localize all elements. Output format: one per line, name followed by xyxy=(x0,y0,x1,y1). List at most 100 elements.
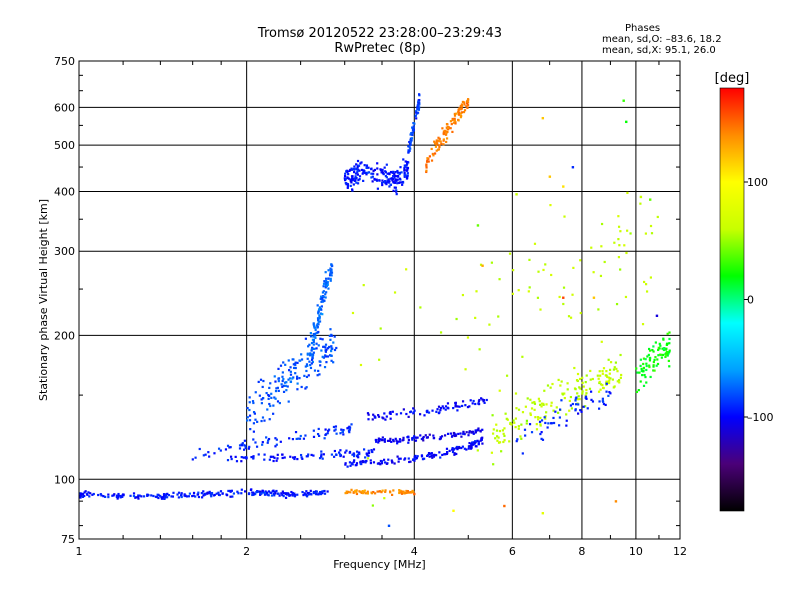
data-point xyxy=(142,495,146,498)
data-point xyxy=(559,384,562,387)
data-point xyxy=(322,285,325,288)
data-point xyxy=(268,402,271,406)
data-point xyxy=(273,456,276,459)
data-point xyxy=(517,408,521,411)
data-point xyxy=(309,332,312,335)
data-point xyxy=(646,355,649,358)
data-point xyxy=(479,430,482,433)
data-point xyxy=(350,178,353,181)
data-point xyxy=(379,463,382,466)
data-point xyxy=(645,381,648,384)
data-point xyxy=(324,271,327,274)
data-point xyxy=(297,437,300,440)
data-point xyxy=(460,103,464,106)
y-tick-label: 75 xyxy=(61,533,75,546)
data-point xyxy=(350,423,353,426)
data-point xyxy=(409,490,412,494)
data-point xyxy=(356,173,360,176)
data-point xyxy=(313,334,316,337)
data-point xyxy=(269,455,273,458)
data-point xyxy=(311,346,314,349)
data-point xyxy=(318,314,321,317)
data-point xyxy=(284,384,287,387)
data-point xyxy=(404,165,407,168)
data-point xyxy=(412,407,415,410)
data-point xyxy=(638,371,641,374)
data-point xyxy=(281,371,284,374)
data-point xyxy=(381,489,384,492)
data-point xyxy=(591,377,594,381)
data-point xyxy=(432,434,435,437)
data-point xyxy=(648,198,652,201)
data-point xyxy=(398,171,402,175)
data-point xyxy=(319,312,323,315)
data-point xyxy=(469,399,472,402)
data-point xyxy=(450,122,453,126)
data-point xyxy=(643,280,646,284)
data-point xyxy=(471,402,474,405)
data-point xyxy=(342,433,345,436)
data-point xyxy=(364,492,367,495)
data-point xyxy=(309,354,312,357)
data-point xyxy=(563,396,566,400)
data-point xyxy=(316,326,319,329)
data-point xyxy=(316,323,319,326)
data-point xyxy=(333,429,336,432)
data-point xyxy=(310,358,314,361)
data-point xyxy=(295,437,298,441)
data-point xyxy=(463,103,466,106)
data-point xyxy=(474,440,477,443)
data-point xyxy=(365,166,368,170)
data-point xyxy=(429,452,433,455)
data-point xyxy=(421,437,425,440)
data-point xyxy=(453,452,456,455)
data-point xyxy=(412,125,415,128)
data-point xyxy=(425,410,429,414)
data-point xyxy=(344,181,347,185)
data-point xyxy=(115,494,119,497)
data-point xyxy=(274,445,277,448)
data-point xyxy=(492,428,495,431)
data-point xyxy=(240,455,243,459)
data-point xyxy=(330,271,334,274)
data-point xyxy=(291,377,294,380)
data-point xyxy=(645,290,649,293)
data-point xyxy=(238,444,242,447)
data-point xyxy=(462,432,465,435)
data-point xyxy=(298,437,302,440)
data-point xyxy=(470,446,473,449)
data-point xyxy=(626,191,629,195)
data-point xyxy=(380,491,383,494)
data-point xyxy=(512,419,515,422)
data-point xyxy=(549,203,552,207)
data-point xyxy=(293,456,297,459)
data-point xyxy=(582,385,585,388)
data-point xyxy=(516,438,519,441)
data-point xyxy=(303,374,306,377)
data-point xyxy=(338,453,342,456)
data-point xyxy=(273,396,276,399)
data-point xyxy=(462,431,465,434)
data-point xyxy=(424,434,427,437)
data-point xyxy=(356,171,359,174)
data-point xyxy=(393,172,396,176)
data-point xyxy=(384,490,387,493)
data-point xyxy=(661,347,664,350)
data-point xyxy=(180,492,183,495)
data-point xyxy=(656,362,660,366)
data-point xyxy=(514,417,517,420)
data-point xyxy=(525,419,529,422)
data-point xyxy=(431,409,434,412)
data-point xyxy=(408,146,411,149)
data-point xyxy=(328,428,331,431)
data-point xyxy=(441,405,444,408)
data-point xyxy=(371,418,374,421)
data-point xyxy=(370,167,373,170)
data-point xyxy=(418,103,421,106)
data-point xyxy=(482,400,485,403)
data-point xyxy=(562,286,566,289)
data-point xyxy=(314,328,317,331)
data-point xyxy=(453,453,456,456)
data-point xyxy=(282,390,286,393)
data-point xyxy=(409,410,413,413)
